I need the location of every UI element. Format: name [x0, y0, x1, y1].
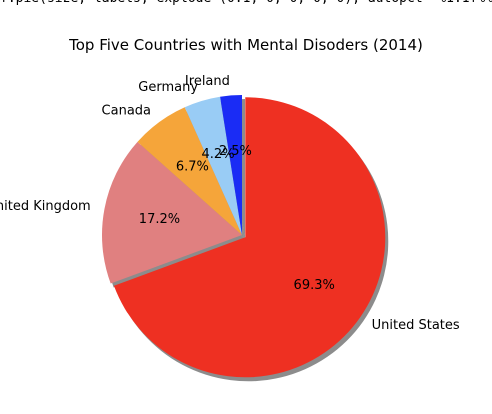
slice-united-states — [113, 97, 386, 378]
slice-label-germany: Germany — [138, 80, 198, 95]
chart-title: Top Five Countries with Mental Disoders … — [69, 36, 423, 54]
code-snippet: f.pie(size, labels, explode=(0.1, 0, 0, … — [0, 0, 492, 9]
slice-canada — [137, 107, 242, 235]
slice-ireland — [220, 95, 242, 235]
slice-percent-united-states: 69.3% — [294, 278, 335, 293]
slice-label-canada: Canada — [102, 103, 151, 118]
slice-label-united-kingdom: United Kingdom — [0, 199, 91, 214]
pie-slices — [102, 95, 389, 382]
slice-percent-canada: 6.7% — [176, 160, 209, 175]
pie-labels: United States 69.3% United Kingdom 17.2% Can… — [0, 74, 460, 333]
slice-label-united-states: United States — [372, 318, 460, 333]
slice-percent-germany: 4.2% — [202, 147, 235, 162]
slice-percent-united-kingdom: 17.2% — [139, 212, 180, 227]
slice-united-kingdom — [102, 141, 243, 284]
slice-label-ireland: Ireland — [185, 74, 230, 89]
slice-germany — [184, 96, 242, 235]
slice-percent-ireland: 2.5% — [219, 144, 252, 159]
